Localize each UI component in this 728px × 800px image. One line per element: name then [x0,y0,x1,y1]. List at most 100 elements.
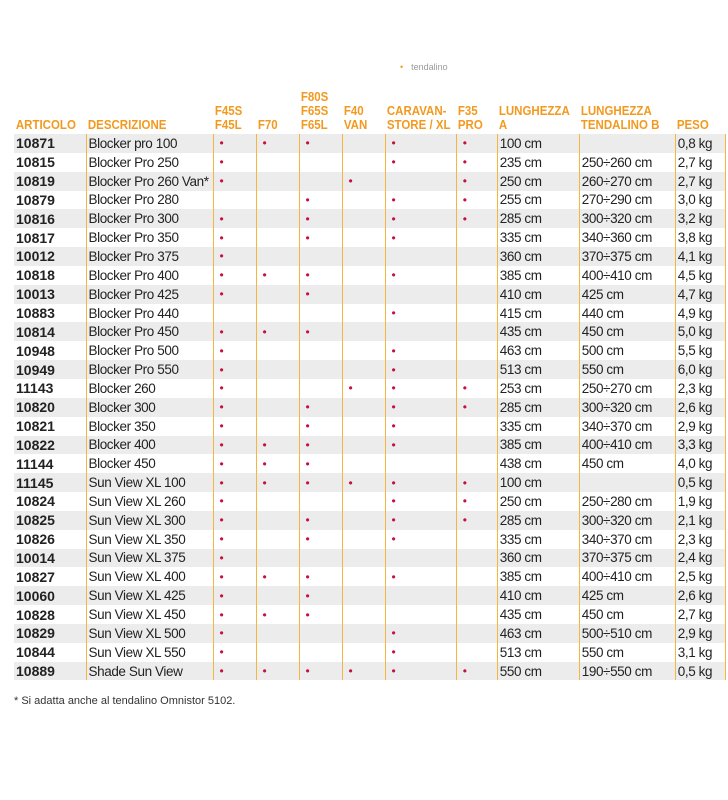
header-f40: F40 VAN [343,104,368,132]
compat-cell [298,378,342,398]
compatible-dot-icon: • [305,513,310,528]
article-code: 10821 [16,418,55,435]
compat-cell: • [298,454,342,474]
description: Sun View XL 350 [85,529,213,549]
compatible-dot-icon: • [305,569,310,584]
compat-cell: • [455,661,498,681]
length-a: 385 cm [496,567,580,587]
article-code: 10014 [14,548,86,568]
compat-cell [255,492,299,511]
length-b: 440 cm [578,303,676,323]
weight: 5,5 kg [674,341,726,361]
compat-cell: • [212,492,256,511]
header-row: ARTICOLO DESCRIZIONE F45S F45L F70 F80S F6… [14,90,725,134]
compatible-dot-icon: • [219,155,224,170]
top-note: • tendalino [400,62,448,72]
compat-cell [255,228,299,248]
compat-cell [298,152,342,172]
length-b: 550 cm [578,642,676,662]
compat-cell: • [384,303,457,323]
compat-cell: • [341,661,385,681]
compatible-dot-icon: • [391,494,396,509]
length-a: 360 cm [496,247,580,266]
description: Sun View XL 500 [85,623,213,643]
length-a: 100 cm [496,134,580,153]
compatible-dot-icon: • [305,437,310,452]
compat-cell [341,416,385,436]
description: Blocker pro 100 [85,134,213,153]
description: Blocker Pro 260 Van* [85,171,213,191]
compatible-dot-icon: • [262,136,267,151]
table-row: 10825 Sun View XL 300 • • • • 285 cm 300÷320 cm… [14,510,726,530]
compatible-dot-icon: • [305,532,310,547]
article-code: 10820 [14,397,86,417]
description: Blocker 300 [85,397,213,417]
compat-cell: • [212,134,256,153]
compatible-dot-icon: • [219,588,224,603]
compat-cell: • [384,510,457,530]
compat-cell [341,265,385,285]
compat-cell: • [212,529,256,549]
length-b: 340÷370 cm [578,416,676,436]
header-descrizione: DESCRIZIONE [87,118,167,132]
compatible-dot-icon: • [391,211,396,226]
length-a: 435 cm [496,605,580,624]
header-peso: PESO [677,118,710,132]
length-b: 400÷410 cm [578,265,676,285]
compat-cell: • [384,567,457,587]
table-row: 10949 Blocker Pro 550 • • 513 cm 550 cm 6,0 kg [14,360,726,379]
compat-cell [341,360,385,379]
compat-cell [384,605,457,624]
weight: 2,1 kg [674,510,726,530]
compatible-dot-icon: • [391,475,396,490]
compatible-dot-icon: • [391,437,396,452]
compat-cell [341,605,385,624]
compat-cell [384,247,457,266]
compat-cell [384,171,457,191]
weight: 4,9 kg [674,303,726,323]
weight: 2,6 kg [674,586,726,606]
length-a: 463 cm [496,341,580,361]
length-b: 450 cm [578,322,676,342]
length-b: 450 cm [578,454,676,474]
compat-cell: • [384,228,457,248]
compat-cell: • [298,134,342,153]
length-a: 235 cm [496,152,580,172]
description: Blocker Pro 440 [85,303,213,323]
compat-cell: • [255,454,299,474]
compat-cell [455,322,498,342]
compatible-dot-icon: • [391,362,396,377]
compat-cell [455,247,498,266]
compat-cell: • [212,473,256,493]
table-row: 10060 Sun View XL 425 • • 410 cm 425 cm 2,6 kg [14,586,726,606]
compat-cell: • [212,171,256,191]
length-a: 513 cm [496,642,580,662]
description: Sun View XL 400 [85,567,213,587]
article-code: 10827 [16,568,55,585]
compat-cell: • [341,473,385,493]
compatible-dot-icon: • [219,607,224,622]
compat-cell: • [384,661,457,681]
product-table: ARTICOLO DESCRIZIONE F45S F45L F70 F80S F6… [14,90,726,681]
table-row: 11145 Sun View XL 100 • • • • • • 100 cm 0,5 kg [14,473,726,493]
compatible-dot-icon: • [219,532,224,547]
compatible-dot-icon: • [219,569,224,584]
length-a: 438 cm [496,454,580,474]
description: Blocker Pro 250 [85,152,213,172]
weight: 4,0 kg [674,454,726,474]
compatible-dot-icon: • [262,569,267,584]
compatible-dot-icon: • [219,494,224,509]
compatible-dot-icon: • [391,664,396,679]
header-lunghezza-b: LUNGHEZZA TENDALINO B [581,104,660,132]
compat-cell: • [212,152,256,172]
table-row: 10871 Blocker pro 100 • • • • • 100 cm 0,8 kg [14,134,726,153]
table-row: 10821 Blocker 350 • • • 335 cm 340÷370 cm 2,9 k… [14,416,726,436]
length-a: 410 cm [496,284,580,304]
compatible-dot-icon: • [305,664,310,679]
table-row: 11144 Blocker 450 • • • 438 cm 450 cm 4,0 kg [14,454,726,474]
compat-cell [255,586,299,606]
compatible-dot-icon: • [219,268,224,283]
compat-cell: • [298,190,342,210]
compat-cell: • [298,661,342,681]
table-row: 10844 Sun View XL 550 • • 513 cm 550 cm 3,1 kg [14,642,726,662]
